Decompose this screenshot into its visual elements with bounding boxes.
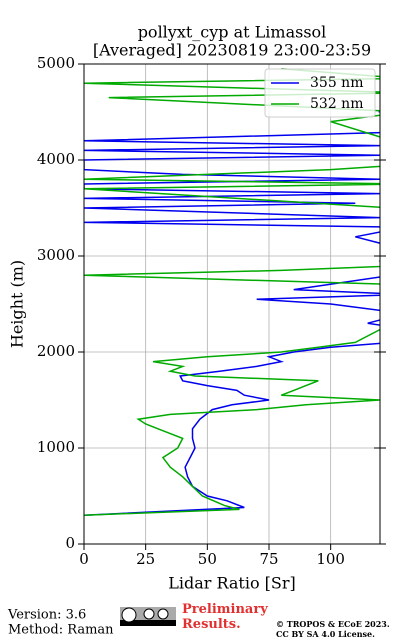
- version: Version: 3.6: [7, 608, 86, 623]
- legend-box: [264, 68, 376, 118]
- chart-subtitle: [Averaged] 20230819 23:00-23:59: [93, 41, 371, 60]
- chart-title: pollyxt_cyp at Limassol: [138, 23, 327, 42]
- cc-logo: [120, 607, 176, 626]
- x-tick-label: 25: [136, 550, 155, 568]
- y-tick-label: 5000: [37, 54, 75, 72]
- x-tick-label: 100: [316, 550, 345, 568]
- y-tick-label: 2000: [37, 342, 75, 360]
- preliminary-box: Preliminary Results.: [182, 602, 268, 632]
- y-tick-label: 0: [65, 534, 75, 552]
- y-tick-label: 4000: [37, 150, 75, 168]
- license-box: © TROPOS & ECoE 2023. CC BY SA 4.0 Licen…: [276, 619, 390, 639]
- x-tick-label: 50: [198, 550, 217, 568]
- profile-line: [84, 68, 380, 516]
- plot-frame: [83, 63, 381, 545]
- preliminary: Preliminary Results.: [182, 602, 268, 632]
- profile-line: [84, 111, 380, 516]
- y-tick-label: 1000: [37, 438, 75, 456]
- method: Method: Raman: [8, 623, 114, 638]
- x-axis-label: Lidar Ratio [Sr]: [168, 574, 296, 593]
- legend-label: 355 nm: [310, 75, 363, 91]
- license: © TROPOS & ECoE 2023. CC BY SA 4.0 Licen…: [276, 619, 390, 639]
- x-tick-label: 0: [79, 550, 89, 568]
- y-axis-label: Height (m): [8, 260, 27, 348]
- x-tick-label: 75: [259, 550, 278, 568]
- legend-label: 532 nm: [310, 96, 363, 112]
- y-tick-label: 3000: [37, 246, 75, 264]
